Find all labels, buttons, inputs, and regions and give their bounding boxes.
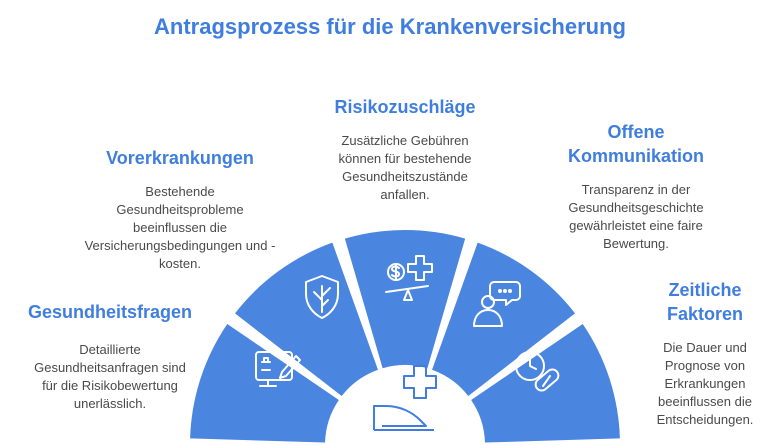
health-insurance-cross-hand-icon <box>373 365 437 431</box>
segment-description-risikozuschlaege: Zusätzliche Gebühren können für bestehen… <box>338 133 472 202</box>
segment-description-gesundheitsfragen: Detaillierte Gesundheitsanfragen sind fü… <box>34 342 186 411</box>
fan-segment-offene-kommunikation <box>432 242 575 397</box>
segment-description-offene-kommunikation: Transparenz in der Gesundheitsgeschichte… <box>568 182 704 251</box>
shield-tree-icon <box>305 275 339 319</box>
segment-description-zeitliche-faktoren: Die Dauer und Prognose von Erkrankungen … <box>656 340 754 427</box>
fan-segment-vorerkrankungen <box>235 242 378 397</box>
segment-heading-risikozuschlaege: Risikozuschläge <box>334 97 476 117</box>
segment-heading-offene-kommunikation: Offene Kommunikation <box>567 122 704 166</box>
segment-heading-gesundheitsfragen: Gesundheitsfragen <box>27 302 193 322</box>
segment-heading-vorerkrankungen: Vorerkrankungen <box>106 148 254 168</box>
fan-segment-gesundheitsfragen <box>190 323 339 443</box>
conversation-person-icon <box>473 281 521 327</box>
segment-description-vorerkrankungen: Bestehende Gesundheitsprobleme beeinflus… <box>84 184 276 271</box>
clock-pill-icon <box>515 351 560 392</box>
segment-heading-zeitliche-faktoren: Zeitliche Faktoren <box>666 280 744 324</box>
cost-balance-icon <box>385 255 433 301</box>
health-questionnaire-icon <box>255 351 301 387</box>
diagram-title: Antragsprozess für die Krankenversicheru… <box>154 14 626 39</box>
